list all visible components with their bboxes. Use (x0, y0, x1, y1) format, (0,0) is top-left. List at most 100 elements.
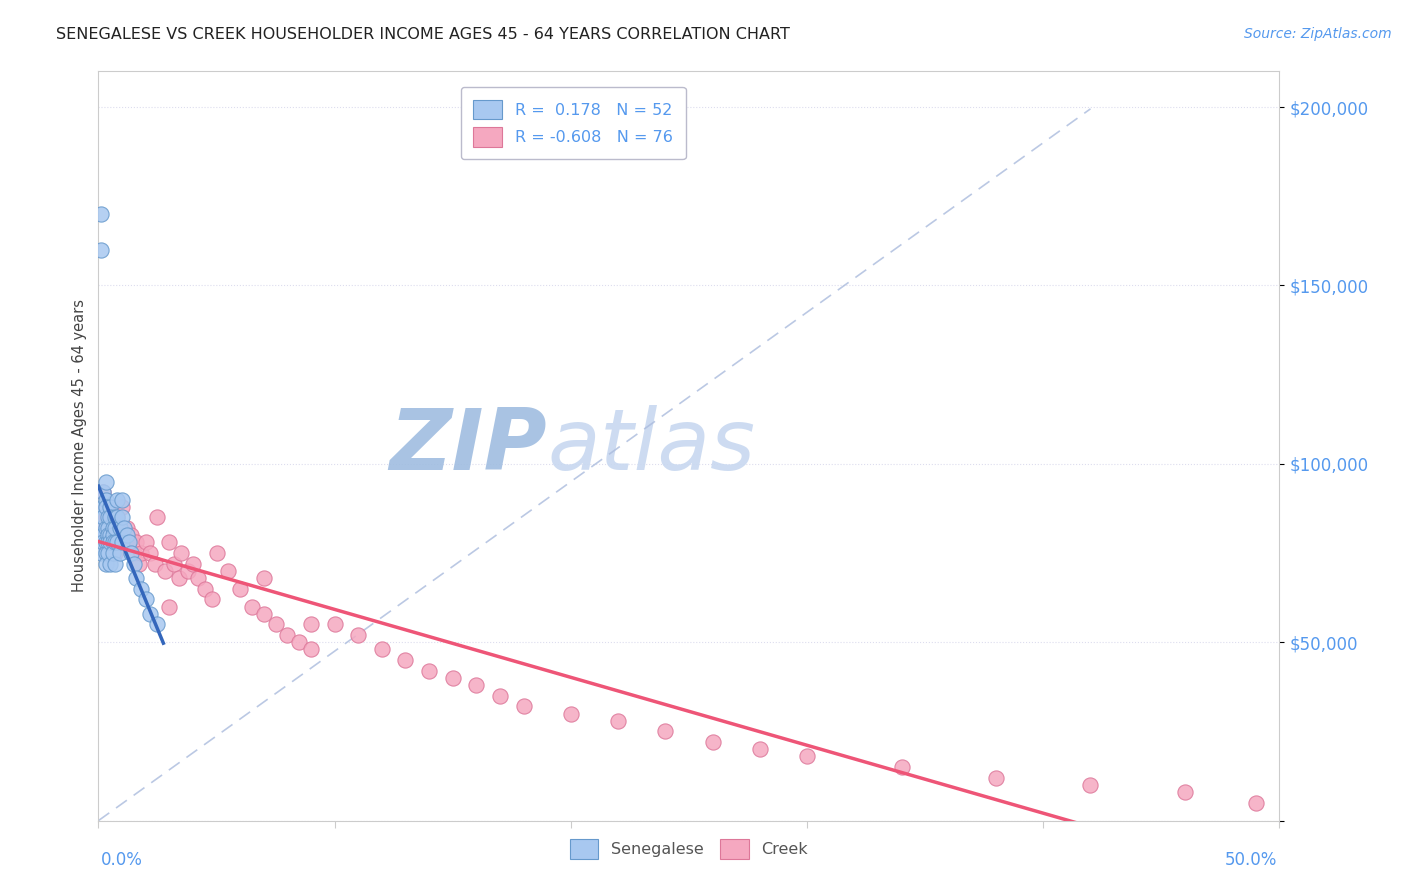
Text: Source: ZipAtlas.com: Source: ZipAtlas.com (1244, 27, 1392, 41)
Point (890, 760, 912, 774)
Point (129, 546, 152, 560)
Point (97, 521, 120, 535)
Point (97, 528, 120, 542)
Point (181, 557, 204, 571)
Point (170, 546, 193, 560)
Point (111, 528, 134, 542)
Point (217, 564, 239, 578)
Point (91, 535, 114, 549)
Point (98, 535, 121, 549)
Point (465, 678, 488, 692)
Point (201, 592, 224, 607)
Point (111, 492, 134, 507)
Point (264, 617, 287, 632)
Point (163, 557, 186, 571)
Point (101, 535, 124, 549)
Point (139, 546, 162, 560)
Point (105, 535, 128, 549)
Point (104, 557, 127, 571)
Point (146, 617, 169, 632)
Point (111, 510, 134, 524)
Point (94, 521, 117, 535)
Point (418, 664, 440, 678)
Point (115, 521, 138, 535)
Point (288, 635, 311, 649)
Point (143, 557, 166, 571)
Point (654, 724, 676, 739)
Point (122, 546, 145, 560)
Point (101, 528, 124, 542)
Point (157, 599, 180, 614)
Point (512, 699, 534, 714)
Point (276, 628, 298, 642)
Point (229, 582, 252, 596)
Point (94, 557, 117, 571)
Point (97, 535, 120, 549)
Point (796, 749, 818, 764)
Point (118, 535, 141, 549)
Point (101, 521, 124, 535)
Point (394, 653, 416, 667)
Point (139, 607, 162, 621)
Text: 50.0%: 50.0% (1225, 851, 1277, 869)
Point (205, 546, 228, 560)
Point (1244, 796, 1267, 810)
Point (253, 607, 276, 621)
Point (111, 500, 134, 514)
Point (105, 535, 128, 549)
Point (91, 485, 114, 500)
Text: 0.0%: 0.0% (101, 851, 143, 869)
Text: SENEGALESE VS CREEK HOUSEHOLDER INCOME AGES 45 - 64 YEARS CORRELATION CHART: SENEGALESE VS CREEK HOUSEHOLDER INCOME A… (56, 27, 790, 42)
Point (94, 492, 117, 507)
Point (91, 485, 114, 500)
Point (94, 546, 117, 560)
Point (91, 528, 114, 542)
Point (97, 521, 120, 535)
Legend: Senegalese, Creek: Senegalese, Creek (564, 833, 814, 865)
Point (112, 535, 135, 549)
Point (94, 535, 117, 549)
Point (90, 521, 112, 535)
Point (104, 535, 127, 549)
Point (105, 510, 128, 524)
Point (121, 546, 143, 560)
Point (108, 521, 131, 535)
Point (91, 500, 114, 514)
Point (94, 510, 117, 524)
Point (108, 535, 131, 549)
Point (702, 735, 724, 749)
Point (146, 510, 169, 524)
Point (98, 528, 121, 542)
Point (111, 535, 134, 549)
Point (187, 571, 209, 585)
Point (105, 510, 128, 524)
Y-axis label: Householder Income Ages 45 - 64 years: Householder Income Ages 45 - 64 years (72, 300, 87, 592)
Point (94, 500, 117, 514)
Point (104, 521, 127, 535)
Point (115, 528, 138, 542)
Point (153, 564, 176, 578)
Point (94, 475, 117, 489)
Point (607, 714, 630, 728)
Point (101, 510, 124, 524)
Point (323, 617, 346, 632)
Point (177, 564, 200, 578)
Point (97, 510, 120, 524)
Point (91, 528, 114, 542)
Point (94, 535, 117, 549)
Point (489, 689, 512, 703)
Point (984, 771, 1007, 785)
Point (112, 521, 135, 535)
Text: atlas: atlas (547, 404, 755, 488)
Point (98, 500, 121, 514)
Point (90, 546, 112, 560)
Point (101, 546, 124, 560)
Point (94, 500, 117, 514)
Point (371, 642, 394, 657)
Point (299, 617, 322, 632)
Point (97, 535, 120, 549)
Point (135, 535, 157, 549)
Point (108, 546, 131, 560)
Point (98, 528, 121, 542)
Point (118, 535, 141, 549)
